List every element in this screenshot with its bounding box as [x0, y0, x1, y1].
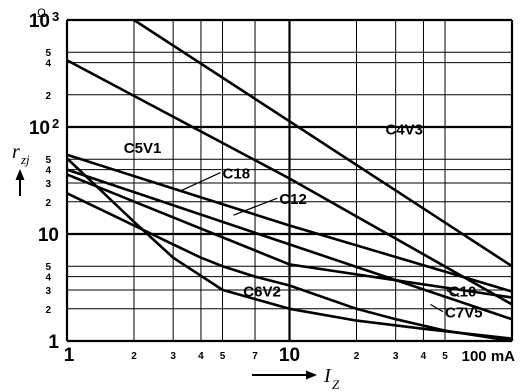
leader-line-c7v5: [430, 303, 444, 313]
y-tick-label-sup-100: 2: [52, 116, 59, 131]
x-tick-label-3: 3: [170, 351, 176, 362]
y-tick-label-500: 5: [45, 48, 51, 59]
y-axis-arrow: [15, 169, 25, 196]
series-line-c5v1: [67, 59, 512, 306]
y-tick-label-100: 10: [29, 118, 50, 139]
y-tick-label-20: 2: [45, 198, 51, 209]
y-tick-label-50: 5: [45, 155, 51, 166]
x-tick-label-5: 5: [220, 351, 226, 362]
series-label-c6v2: C6V2: [243, 284, 281, 301]
y-tick-label-5: 5: [45, 262, 51, 273]
x-tick-label-7: 7: [252, 351, 258, 362]
y-tick-label-sup-1000: 3: [52, 9, 59, 24]
y-tick-label-1000: 10: [29, 11, 50, 32]
series-line-c4v3: [132, 20, 512, 268]
x-tick-label-4: 4: [198, 351, 204, 362]
series-line-c12: [67, 168, 512, 321]
y-tick-label-40: 4: [45, 166, 51, 177]
x-tick-label-20: 2: [354, 351, 360, 362]
y-tick-label-2: 2: [45, 305, 51, 316]
series-label-c10: C10: [449, 284, 477, 301]
y-tick-label-200: 2: [45, 91, 51, 102]
leader-line-c12: [233, 197, 278, 216]
series-labels: C4V3 C5V1 C18 C12 C6V2 C10 C7V5: [124, 122, 483, 322]
y-axis-title-main: r: [12, 141, 20, 163]
y-tick-label-4: 4: [45, 273, 51, 284]
y-axis-title: r zj: [12, 141, 30, 167]
series-label-c4v3: C4V3: [385, 122, 423, 139]
y-tick-label-1: 1: [48, 332, 59, 353]
y-tick-label-30: 3: [45, 179, 51, 190]
y-axis-title-sub: zj: [20, 152, 30, 167]
series-label-c12: C12: [279, 191, 307, 208]
x-axis-title-sub: Z: [332, 377, 340, 392]
series-label-c5v1: C5V1: [124, 140, 162, 157]
y-unit-label: Ω: [37, 6, 46, 20]
x-tick-label-40: 4: [421, 351, 427, 362]
y-tick-label-400: 4: [45, 59, 51, 70]
x-axis-title: I Z: [323, 365, 340, 392]
x-tick-label-100: 100 mA: [462, 348, 516, 365]
x-tick-label-2: 2: [131, 351, 137, 362]
x-tick-label-10: 10: [279, 345, 300, 366]
series-line-c10: [67, 173, 512, 299]
x-tick-label-50: 5: [442, 351, 448, 362]
series-line-c6v2: [67, 192, 512, 341]
y-tick-label-3: 3: [45, 286, 51, 297]
x-axis-title-main: I: [323, 365, 332, 387]
leader-line-c10: [446, 290, 460, 298]
grid: [65, 18, 514, 343]
x-axis-arrow: [252, 370, 317, 380]
series-line-c18: [67, 153, 512, 293]
leader-line-c6v2: [273, 290, 281, 295]
series-label-c7v5: C7V5: [445, 305, 483, 322]
curves: [67, 20, 512, 341]
x-tick-label-1: 1: [64, 345, 75, 366]
x-tick-label-30: 3: [393, 351, 399, 362]
series-label-c18: C18: [223, 166, 251, 183]
leader-line-c18: [179, 171, 221, 192]
y-tick-label-10: 10: [38, 225, 59, 246]
series-line-c7v5: [67, 157, 512, 340]
label-leaders: [179, 171, 460, 313]
